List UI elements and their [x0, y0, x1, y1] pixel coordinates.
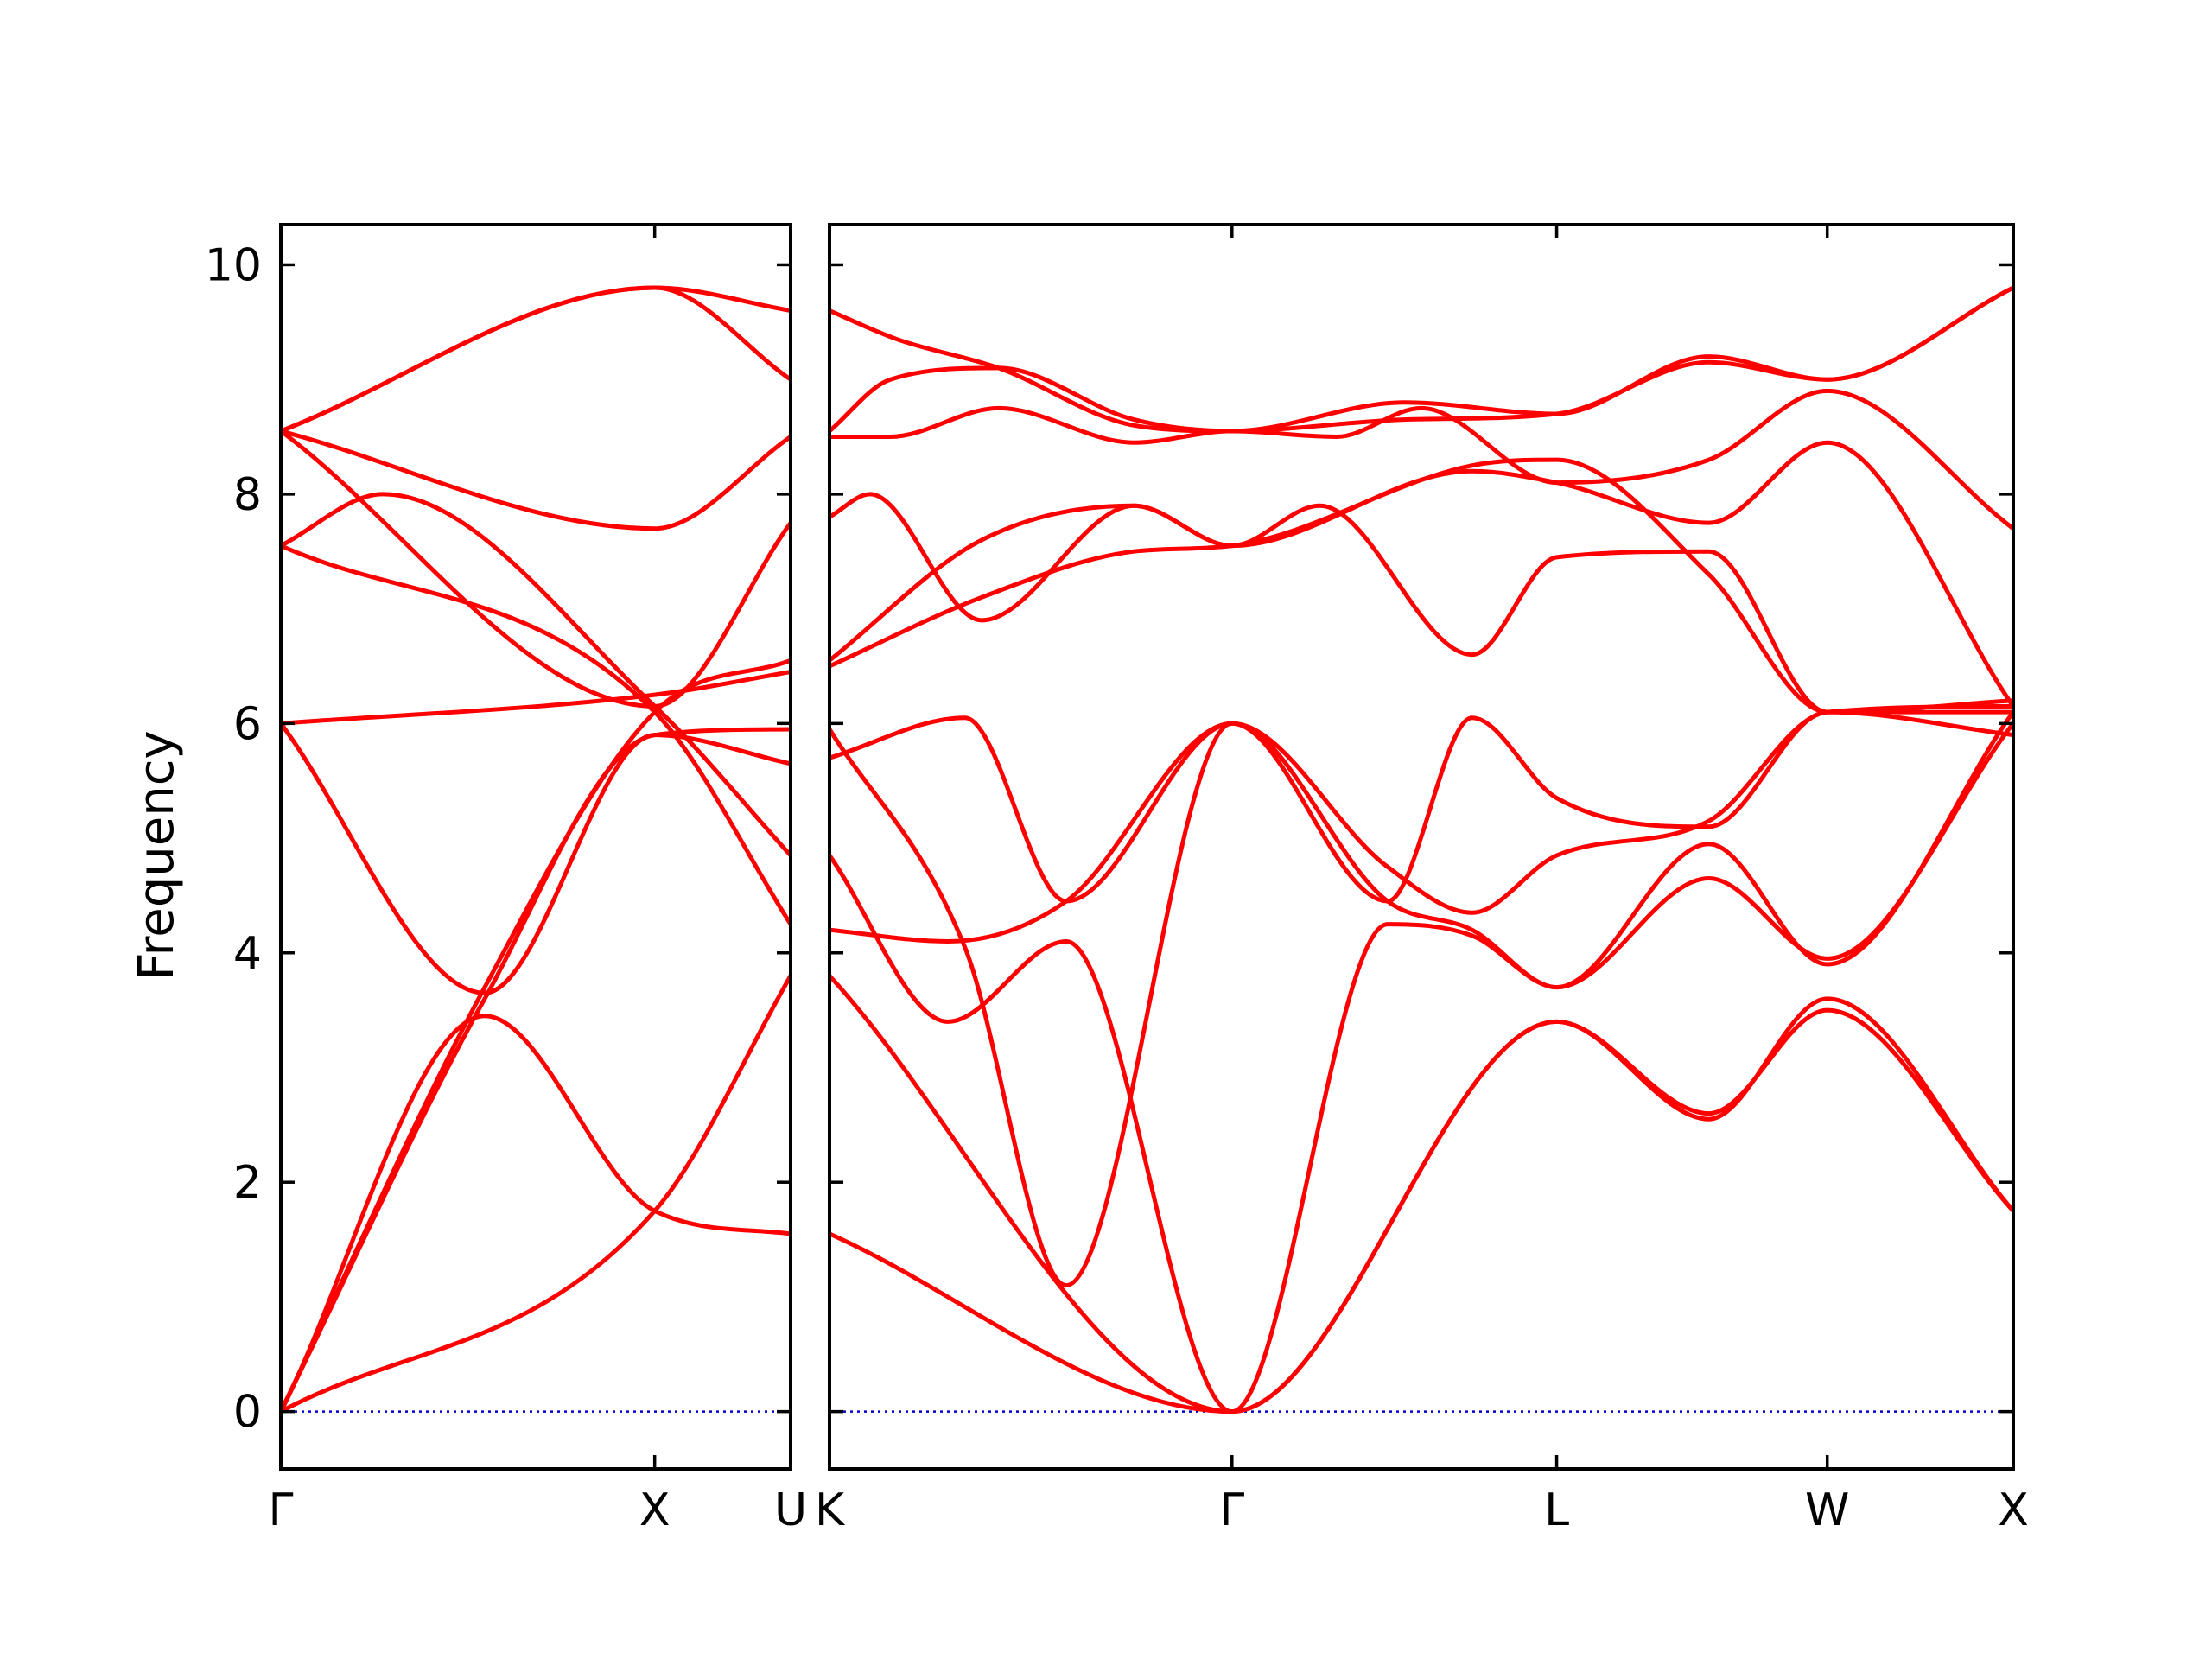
band-line-12	[281, 285, 791, 434]
plot-panels: 0 2 4 6 8 10 Γ X U K Γ L W X	[205, 223, 2029, 1536]
y-tick-label: 10	[205, 239, 262, 291]
band-line-4	[830, 721, 2013, 1414]
band-line-8	[281, 429, 791, 531]
band-line-3	[830, 709, 2013, 990]
y-tick-label: 8	[233, 469, 262, 521]
band-line-6	[281, 492, 791, 858]
x-tick-label: X	[1998, 1484, 2029, 1536]
x-tick-label: X	[639, 1484, 671, 1536]
panel-frame	[828, 223, 2015, 1471]
y-axis-title: Frequency	[129, 730, 185, 980]
x-tick-label: W	[1805, 1484, 1849, 1536]
y-tick-label: 4	[233, 928, 262, 980]
band-line-2	[830, 973, 2013, 1414]
band-line-6	[830, 703, 2013, 1288]
band-line-8	[830, 457, 2013, 715]
band-line-12	[830, 285, 2013, 434]
y-tick-label: 6	[233, 698, 262, 750]
band-line-7	[281, 543, 791, 927]
band-lines	[281, 285, 791, 1414]
x-tick-label: K	[815, 1484, 846, 1536]
y-tick-label: 2	[233, 1157, 262, 1209]
panel-1: 0 2 4 6 8 10 Γ X U	[205, 223, 807, 1536]
band-line-9	[830, 440, 2013, 709]
x-tick-label: L	[1544, 1484, 1569, 1536]
band-lines	[830, 285, 2013, 1414]
panel-frame	[279, 223, 792, 1471]
x-tick-label: Γ	[1219, 1484, 1244, 1536]
y-tick-label: 0	[233, 1387, 262, 1439]
band-line-10	[281, 973, 791, 1414]
band-line-3	[281, 727, 791, 1414]
band-line-7	[830, 492, 2013, 715]
band-line-5	[830, 709, 2013, 904]
x-tick-label: Γ	[269, 1484, 294, 1536]
x-tick-label: U	[774, 1484, 807, 1536]
band-line-11	[281, 429, 791, 709]
band-line-4	[281, 721, 791, 995]
band-line-2	[281, 1014, 791, 1414]
band-line-5	[281, 670, 791, 726]
